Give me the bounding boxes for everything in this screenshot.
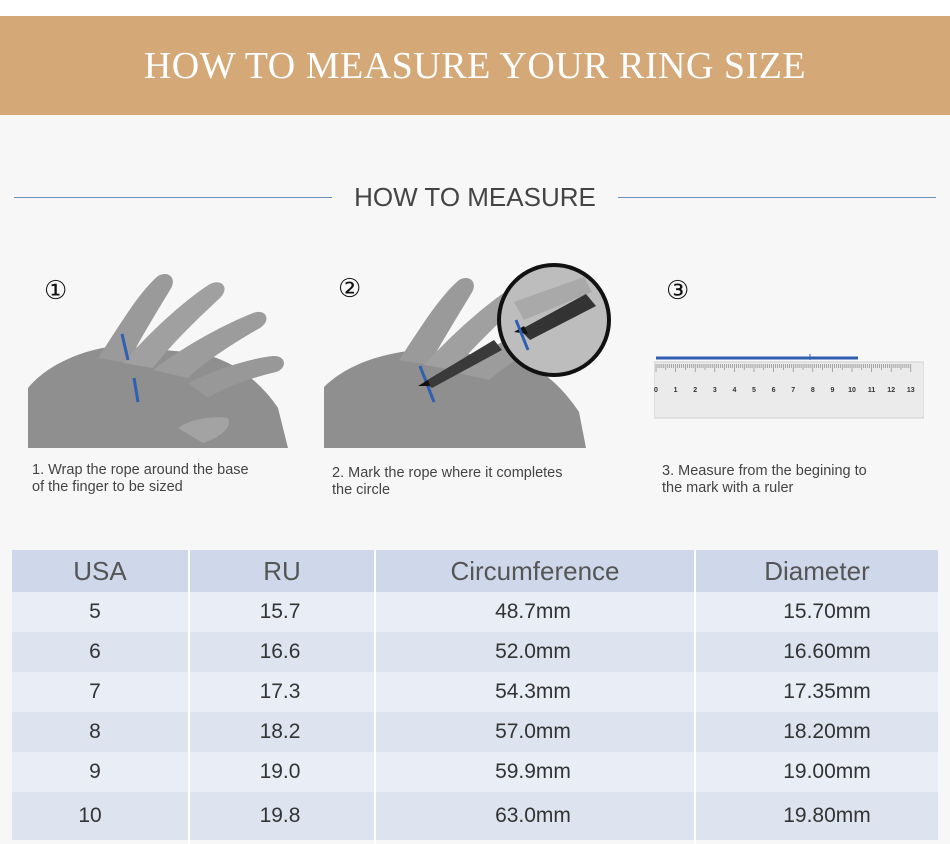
ring-size-table: USA RU Circumference Diameter 5 15.7 48.…: [12, 550, 938, 844]
step-2-caption: 2. Mark the rope where it completes the …: [332, 465, 602, 499]
section-title: HOW TO MEASURE: [354, 182, 596, 212]
divider-left: [14, 197, 332, 198]
ruler-label: 9: [830, 387, 834, 394]
step-2-caption-line1: 2. Mark the rope where it completes: [332, 465, 563, 481]
cell-circumference: 48.7mm: [495, 600, 571, 623]
ruler-ticks: 0 1 2 3 4 5 6 7 8 9 10 11 12 13: [654, 364, 915, 394]
header-diameter: Diameter: [764, 555, 870, 586]
cell-ru: 19.8: [259, 804, 301, 827]
cell-usa: 8: [89, 720, 101, 743]
cell-usa: 10: [78, 804, 102, 827]
cell-diameter: 19.00mm: [783, 760, 871, 783]
cell-ru: 19.0: [259, 760, 301, 783]
step-2-hand-pen-illustration: [324, 262, 614, 448]
table-row: 5 15.7 48.7mm 15.70mm: [12, 592, 938, 632]
cell-usa: 7: [89, 680, 101, 703]
cell-usa: 5: [89, 600, 101, 623]
step-2-number: ②: [338, 274, 362, 304]
top-strip: [0, 0, 950, 16]
step-3-caption: 3. Measure from the begining to the mark…: [662, 463, 932, 497]
cell-ru: 16.6: [259, 640, 301, 663]
table-row: 7 17.3 54.3mm 17.35mm: [12, 672, 938, 712]
cell-diameter: 18.20mm: [783, 720, 871, 743]
cell-diameter: 19.80mm: [783, 804, 871, 827]
ruler-label: 4: [732, 387, 736, 394]
ruler-label: 5: [752, 387, 756, 394]
banner-title: HOW TO MEASURE YOUR RING SIZE: [143, 44, 807, 87]
step-1-hand-illustration: [28, 268, 300, 448]
ruler-label: 11: [868, 387, 876, 394]
cell-circumference: 52.0mm: [495, 640, 571, 663]
step-3-caption-line2: the mark with a ruler: [662, 480, 794, 496]
step-1-caption: 1. Wrap the rope around the base of the …: [32, 462, 302, 496]
ruler-label: 2: [693, 387, 697, 394]
cell-circumference: 59.9mm: [495, 760, 571, 783]
table-row: 10 19.8 63.0mm 19.80mm: [12, 792, 938, 840]
title-banner: HOW TO MEASURE YOUR RING SIZE: [0, 16, 950, 115]
cell-usa: 9: [89, 760, 101, 783]
cell-ru: 18.2: [259, 720, 301, 743]
cell-circumference: 54.3mm: [495, 680, 571, 703]
ruler-label: 7: [791, 387, 795, 394]
table-row: 9 19.0 59.9mm 19.00mm: [12, 752, 938, 792]
step-3-ruler-illustration: 0 1 2 3 4 5 6 7 8 9 10 11 12 13: [653, 348, 925, 420]
step-1-caption-line2: of the finger to be sized: [32, 479, 183, 495]
cell-diameter: 17.35mm: [783, 680, 871, 703]
cell-circumference: 63.0mm: [495, 804, 571, 827]
ruler-label: 6: [772, 387, 776, 394]
cell-circumference: 57.0mm: [495, 720, 571, 743]
column-separator: [374, 550, 376, 844]
table-row: 6 16.6 52.0mm 16.60mm: [12, 632, 938, 672]
section-header: HOW TO MEASURE: [0, 180, 950, 216]
step-3-caption-line1: 3. Measure from the begining to: [662, 463, 867, 479]
cell-ru: 15.7: [259, 600, 301, 623]
step-1-caption-line1: 1. Wrap the rope around the base: [32, 462, 249, 478]
divider-right: [618, 197, 936, 198]
header-circumference: Circumference: [450, 555, 620, 586]
ruler-label: 3: [713, 387, 717, 394]
ruler-label: 13: [907, 387, 915, 394]
ruler-label: 8: [811, 387, 815, 394]
table-header-row: USA RU Circumference Diameter: [12, 550, 938, 592]
step-1-number: ①: [44, 276, 68, 306]
ruler-label: 1: [674, 387, 678, 394]
ruler-label: 10: [848, 387, 856, 394]
header-ru: RU: [263, 555, 301, 586]
cell-usa: 6: [89, 640, 101, 663]
table-row: 8 18.2 57.0mm 18.20mm: [12, 712, 938, 752]
ruler-label: 12: [887, 387, 895, 394]
column-separator: [694, 550, 696, 844]
step-2-caption-line2: the circle: [332, 482, 391, 498]
cell-ru: 17.3: [259, 680, 301, 703]
ruler-graphic: 0 1 2 3 4 5 6 7 8 9 10 11 12 13: [653, 354, 925, 419]
step-3-number: ③: [666, 276, 690, 306]
cell-diameter: 15.70mm: [783, 600, 871, 623]
cell-diameter: 16.60mm: [783, 640, 871, 663]
header-usa: USA: [73, 555, 127, 586]
ruler-label: 0: [654, 387, 658, 394]
column-separator: [188, 550, 190, 844]
